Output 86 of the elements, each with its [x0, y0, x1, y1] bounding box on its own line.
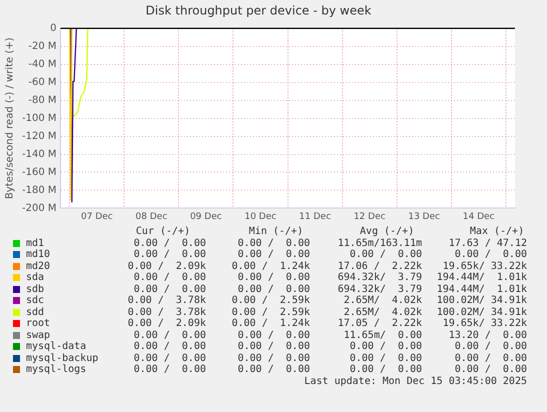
text: 0.00 / 0.00	[134, 352, 206, 364]
y-tick-label: -60 M	[28, 76, 56, 88]
text: 0.00 / 0.00	[454, 341, 527, 352]
y-tick-label: -100 M	[22, 112, 56, 124]
text: 694.32k/ 3.79	[338, 284, 422, 295]
text: 19.65k/ 33.22k	[442, 318, 527, 330]
x-tick-label: 08 Dec	[136, 212, 168, 222]
text: 0.00 / 0.00	[238, 352, 310, 364]
text: 0.00 / 3.78k	[128, 295, 206, 306]
legend-label: md20	[26, 260, 50, 272]
y-axis-title: Bytes/second read (-) / write (+)	[4, 37, 16, 200]
y-tick-label: -160 M	[22, 166, 56, 178]
legend-label: mysql-logs	[26, 364, 86, 376]
text: 17.06 / 2.22k	[338, 260, 422, 272]
x-tick-label: 07 Dec	[80, 212, 113, 222]
legend-label: sda	[26, 272, 44, 284]
chart-title: Disk throughput per device - by week	[146, 3, 372, 18]
text: 0.00 / 3.78k	[128, 306, 206, 318]
text: 194.44M/ 1.01k	[436, 272, 527, 284]
text: Last update: Mon Dec 15 03:45:00 2025	[304, 376, 527, 387]
text: 0.00 / 0.00	[238, 238, 310, 249]
text: 100.02M/ 34.91k	[436, 306, 527, 318]
text: 0.00 / 0.00	[238, 249, 310, 260]
text: 0.00 / 2.59k	[232, 295, 310, 306]
text: Min (-/+)	[248, 226, 304, 238]
text: 0.00 / 2.09k	[128, 260, 206, 272]
legend-label: mysql-backup	[26, 352, 98, 364]
y-tick-label: -140 M	[22, 148, 56, 160]
text: 13.20 / 0.00	[448, 330, 527, 341]
text: Avg (-/+)	[360, 226, 414, 238]
text: 0.00 / 0.00	[350, 364, 422, 376]
text: 11.65m/ 0.00	[344, 330, 422, 341]
legend-label: swap	[26, 330, 50, 340]
text: 17.05 / 2.22k	[338, 318, 422, 330]
text: 0.00 / 0.00	[238, 272, 310, 284]
text: 0.00 / 0.00	[134, 364, 206, 376]
legend-label: md10	[26, 249, 50, 260]
text: 194.44M/ 1.01k	[436, 284, 527, 295]
text: 0.00 / 1.24k	[232, 318, 310, 330]
text: 0.00 / 0.00	[238, 284, 310, 295]
legend-label: sdb	[26, 284, 44, 295]
text: 0.00 / 0.00	[454, 352, 527, 364]
text: 0.00 / 0.00	[454, 249, 527, 260]
text: 11.65m/163.11m	[338, 238, 422, 249]
text: 0.00 / 0.00	[350, 352, 422, 364]
text: 0.00 / 0.00	[134, 330, 206, 341]
text: 0.00 / 0.00	[238, 330, 310, 341]
text: 17.63 / 47.12	[448, 238, 527, 249]
x-tick-label: 09 Dec	[190, 212, 222, 222]
legend-label: mysql-data	[26, 341, 86, 352]
x-tick-label: 10 Dec	[244, 212, 276, 222]
y-tick-label: -20 M	[28, 40, 56, 52]
text: 0.00 / 0.00	[350, 341, 422, 352]
text: 0.00 / 0.00	[238, 341, 310, 352]
text: 694.32k/ 3.79	[338, 272, 422, 284]
text: 100.02M/ 34.91k	[436, 295, 527, 306]
x-tick-label: 14 Dec	[462, 212, 495, 222]
text: 0.00 / 0.00	[134, 238, 206, 249]
x-tick-label: 13 Dec	[408, 212, 440, 222]
y-tick-label: -200 M	[22, 202, 56, 214]
text: 0.00 / 0.00	[134, 272, 206, 284]
text: 0.00 / 0.00	[134, 341, 206, 352]
text: 2.65M/ 4.02k	[344, 306, 422, 318]
y-tick-label: 0	[50, 22, 56, 34]
y-tick-label: -80 M	[28, 94, 56, 106]
legend-label: root	[26, 318, 50, 330]
text: 0.00 / 0.00	[134, 284, 206, 295]
text: Cur (-/+)	[136, 226, 190, 238]
text: Max (-/+)	[470, 226, 524, 238]
legend-label: sdc	[26, 295, 44, 306]
text: 19.65k/ 33.22k	[442, 260, 527, 272]
x-tick-label: 12 Dec	[354, 212, 386, 222]
y-tick-label: -40 M	[28, 58, 56, 70]
legend-label: md1	[26, 238, 44, 249]
text: 0.00 / 1.24k	[232, 260, 310, 272]
y-tick-label: -180 M	[22, 184, 56, 196]
text: 0.00 / 0.00	[134, 249, 206, 260]
text: 2.65M/ 4.02k	[344, 295, 422, 306]
text: 0.00 / 0.00	[238, 364, 310, 376]
y-tick-label: -120 M	[22, 130, 56, 142]
x-tick-label: 11 Dec	[299, 212, 331, 222]
legend-label: sdd	[26, 306, 44, 318]
text: 0.00 / 0.00	[350, 249, 422, 260]
text: 0.00 / 0.00	[454, 364, 527, 376]
text: 0.00 / 2.09k	[128, 318, 206, 330]
text: 0.00 / 2.59k	[232, 306, 310, 318]
